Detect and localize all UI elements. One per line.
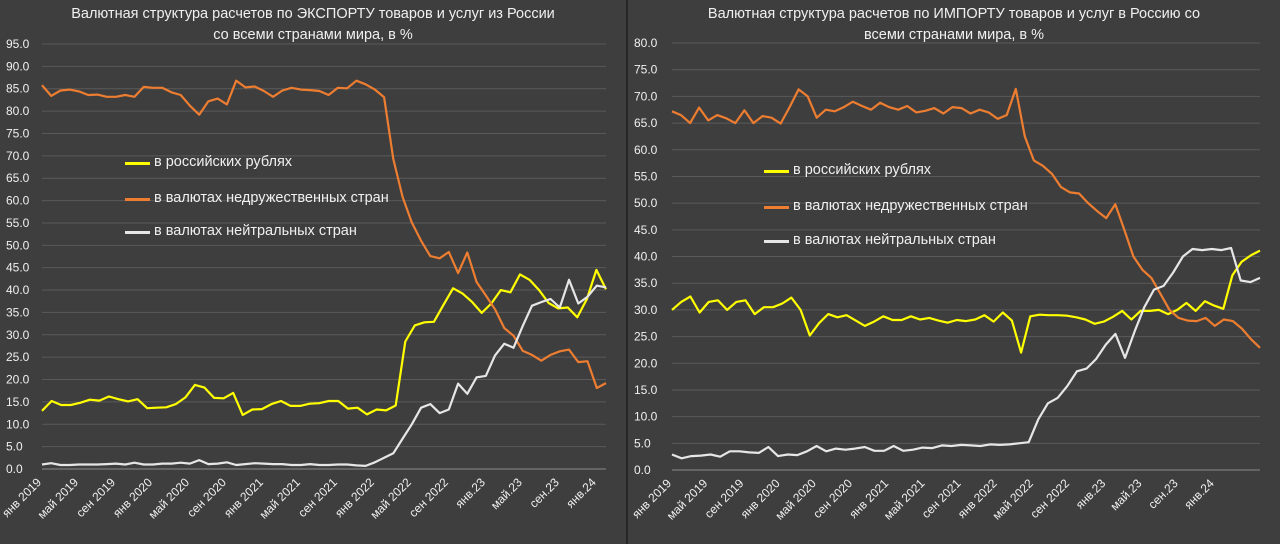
y-tick-label: 70.0 [634, 89, 658, 103]
export-chart-plot: 0.0 5.0 10.0 15.0 20.0 25.0 30.0 35.0 40.0 45.0 50… [0, 37, 607, 522]
x-tick-label: сен.23 [1145, 476, 1181, 512]
y-tick-label: 80.0 [6, 104, 30, 118]
y-tick-label: 25.0 [634, 330, 658, 344]
series-line-unfriendly [671, 87, 1261, 349]
y-tick-label: 25.0 [6, 350, 30, 364]
legend-item-rub: в российских рублях [764, 162, 932, 178]
x-tick-label: май.23 [1108, 476, 1145, 513]
y-tick-label: 90.0 [6, 59, 30, 73]
export-chart-title-line1: Валютная структура расчетов по ЭКСПОРТУ … [71, 6, 555, 22]
legend-label-rub: в российских рублях [154, 154, 293, 170]
y-tick-label: 55.0 [634, 169, 658, 183]
legend-swatch-rub [125, 162, 150, 165]
x-tick-label: май 2019 [35, 475, 82, 522]
legend-label-neutral: в валютах нейтральных стран [154, 223, 357, 239]
y-tick-label: 45.0 [634, 223, 658, 237]
y-tick-label: 40.0 [634, 250, 658, 264]
x-tick-label: сен 2020 [184, 475, 229, 520]
legend-item-unfriendly: в валютах недружественных стран [125, 190, 389, 206]
import-chart-title-line2: всеми странами мира, в % [863, 27, 1045, 43]
x-tick-label: янв.23 [452, 475, 488, 511]
x-tick-label: янв.24 [563, 475, 599, 511]
y-tick-label: 50.0 [6, 238, 30, 252]
y-tick-label: 55.0 [6, 216, 30, 230]
series-line-neutral [41, 278, 607, 467]
series-line-rub [41, 268, 607, 416]
y-tick-label: 5.0 [634, 436, 651, 450]
legend-item-unfriendly: в валютах недружественных стран [764, 198, 1028, 214]
legend-swatch-rub [764, 170, 789, 173]
y-tick-label: 5.0 [6, 440, 23, 454]
series-line-neutral [671, 246, 1261, 460]
legend-swatch-neutral [764, 240, 789, 243]
y-tick-label: 95.0 [6, 37, 30, 51]
legend-swatch-unfriendly [125, 198, 150, 201]
y-tick-label: 35.0 [6, 305, 30, 319]
x-tick-label: сен 2019 [73, 475, 118, 520]
x-tick-label: май 2020 [146, 475, 193, 522]
panel-divider [626, 0, 628, 544]
y-tick-label: 20.0 [634, 356, 658, 370]
series-line-unfriendly [41, 79, 607, 390]
legend-swatch-neutral [125, 231, 150, 234]
import-chart-panel: Валютная структура расчетов по ИМПОРТУ т… [628, 0, 1280, 544]
y-tick-label: 70.0 [6, 149, 30, 163]
legend-swatch-unfriendly [764, 206, 789, 209]
x-tick-label: янв.23 [1073, 476, 1109, 512]
x-tick-label: сен 2022 [1027, 476, 1072, 521]
y-tick-label: 75.0 [634, 63, 658, 77]
y-tick-label: 10.0 [6, 417, 30, 431]
import-chart-title: Валютная структура расчетов по ИМПОРТУ т… [628, 4, 1280, 46]
y-tick-label: 60.0 [6, 194, 30, 208]
y-tick-label: 75.0 [6, 126, 30, 140]
import-chart-plot: 0.0 5.0 10.0 15.0 20.0 25.0 30.0 35.0 40.0 45.0 50… [629, 36, 1261, 523]
y-tick-label: 40.0 [6, 283, 30, 297]
y-tick-label: 60.0 [634, 143, 658, 157]
legend-label-rub: в российских рублях [793, 162, 932, 178]
legend-label-neutral: в валютах нейтральных стран [793, 232, 996, 248]
x-tick-label: май 2021 [257, 475, 304, 522]
y-tick-label: 30.0 [6, 328, 30, 342]
y-tick-label: 50.0 [634, 196, 658, 210]
y-tick-label: 0.0 [6, 462, 23, 476]
y-tick-label: 15.0 [6, 395, 30, 409]
export-chart-title: Валютная структура расчетов по ЭКСПОРТУ … [0, 4, 626, 46]
y-tick-label: 65.0 [6, 171, 30, 185]
x-tick-label: сен 2021 [295, 475, 340, 520]
x-tick-label: янв.24 [1181, 476, 1217, 512]
x-tick-label: сен.23 [527, 475, 563, 511]
import-chart-title-line1: Валютная структура расчетов по ИМПОРТУ т… [707, 6, 1201, 22]
y-tick-label: 65.0 [634, 116, 658, 130]
y-tick-label: 20.0 [6, 373, 30, 387]
export-chart-panel: Валютная структура расчетов по ЭКСПОРТУ … [0, 0, 626, 544]
y-tick-label: 0.0 [634, 463, 651, 477]
x-tick-label: май 2022 [368, 475, 415, 522]
y-tick-label: 15.0 [634, 383, 658, 397]
legend-item-neutral: в валютах нейтральных стран [125, 223, 357, 239]
y-tick-label: 10.0 [634, 410, 658, 424]
y-tick-label: 30.0 [634, 303, 658, 317]
x-tick-label: сен 2022 [406, 475, 451, 520]
y-tick-label: 80.0 [634, 36, 658, 50]
legend-item-rub: в российских рублях [125, 154, 293, 170]
legend-label-unfriendly: в валютах недружественных стран [793, 198, 1028, 214]
legend-item-neutral: в валютах нейтральных стран [764, 232, 996, 248]
y-tick-label: 85.0 [6, 82, 30, 96]
x-tick-label: май.23 [488, 475, 525, 512]
legend-label-unfriendly: в валютах недружественных стран [154, 190, 389, 206]
export-chart-title-line2: со всеми странами мира, в % [213, 27, 413, 43]
series-line-rub [671, 249, 1261, 354]
y-tick-label: 45.0 [6, 261, 30, 275]
y-tick-label: 35.0 [634, 276, 658, 290]
